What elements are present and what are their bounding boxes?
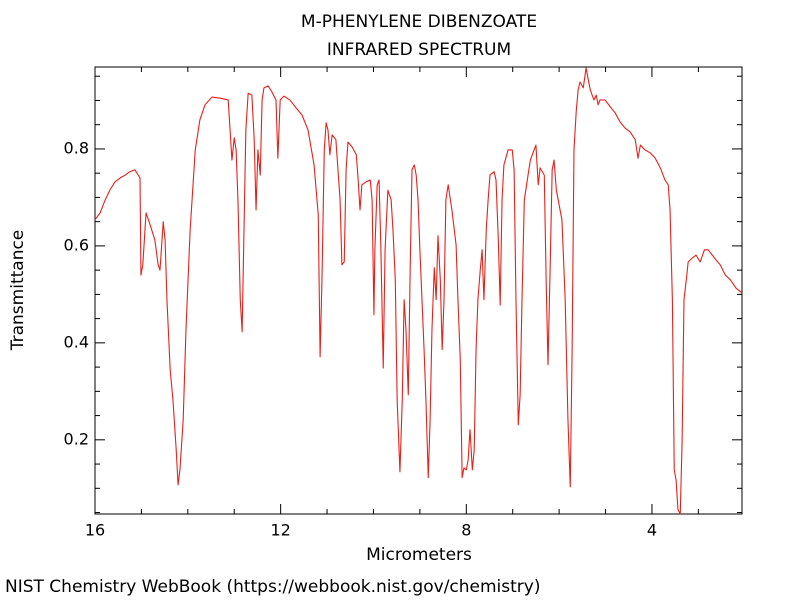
x-axis-label: Micrometers <box>366 545 472 565</box>
plot-frame <box>94 66 743 515</box>
y-axis-label: Transmittance <box>8 230 28 352</box>
y-tick-label: 0.2 <box>64 429 89 448</box>
y-tick-label: 0.6 <box>64 235 89 254</box>
chart-title: M-PHENYLENE DIBENZOATE <box>301 12 537 32</box>
y-tick-label: 0.4 <box>64 332 89 351</box>
x-tick-label: 16 <box>85 521 105 540</box>
chart-subtitle: INFRARED SPECTRUM <box>327 40 511 60</box>
x-tick-label: 8 <box>461 521 471 540</box>
y-tick-label: 0.8 <box>64 138 89 157</box>
spectrum-line <box>94 67 743 515</box>
source-note: NIST Chemistry WebBook (https://webbook.… <box>5 577 540 597</box>
x-tick-label: 4 <box>647 521 657 540</box>
x-tick-label: 12 <box>270 521 290 540</box>
